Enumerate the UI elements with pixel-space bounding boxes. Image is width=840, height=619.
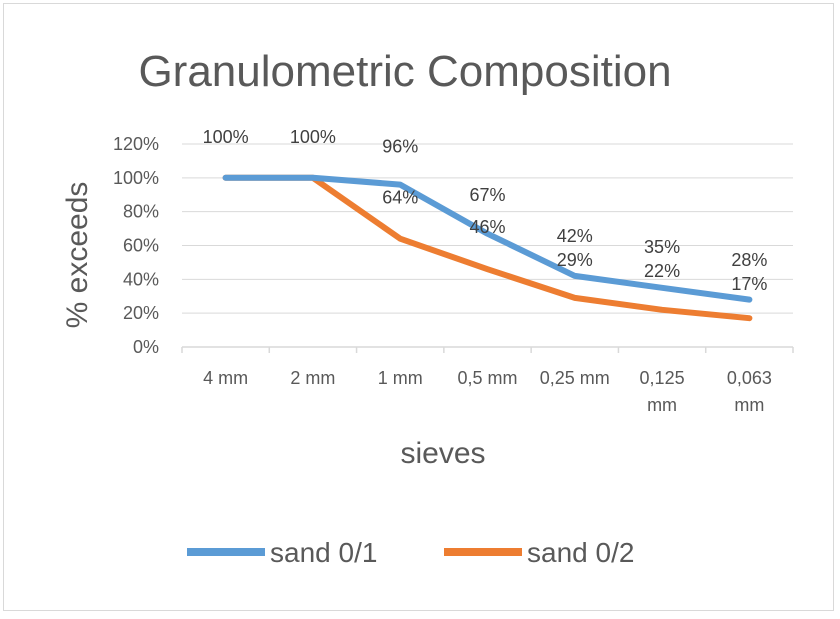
series-line-sand-0-1 bbox=[222, 174, 753, 303]
data-label: 67% bbox=[469, 185, 505, 205]
data-labels: 100% 100% 96% 64% 67% 46% 42% 29% 35% 22% 28% 17% bbox=[203, 127, 768, 294]
x-axis-ticks: 4 mm 2 mm 1 mm 0,5 mm 0,25 mm 0,125 mm 0,063 mm bbox=[203, 368, 772, 415]
y-tick-label: 100% bbox=[113, 168, 159, 188]
x-tick-label: 0,25 mm bbox=[540, 368, 610, 388]
chart-frame bbox=[3, 3, 834, 611]
y-tick-label: 120% bbox=[113, 134, 159, 154]
x-tick-label: 0,063 bbox=[727, 368, 772, 388]
x-tick-label: mm bbox=[734, 395, 764, 415]
x-tick-label: mm bbox=[647, 395, 677, 415]
x-tick-label: 0,125 bbox=[640, 368, 685, 388]
data-label: 64% bbox=[382, 188, 418, 208]
y-axis-title: % exceeds bbox=[61, 182, 94, 329]
data-label: 42% bbox=[557, 226, 593, 246]
x-axis-title: sieves bbox=[400, 437, 485, 470]
legend: sand 0/1 sand 0/2 bbox=[187, 537, 634, 568]
data-label: 96% bbox=[382, 137, 418, 157]
y-tick-label: 20% bbox=[123, 303, 159, 323]
x-tick-label: 2 mm bbox=[290, 368, 335, 388]
data-label: 100% bbox=[290, 127, 336, 147]
x-axis bbox=[181, 346, 794, 353]
data-label: 28% bbox=[731, 250, 767, 270]
y-axis-ticks: 0% 20% 40% 60% 80% 100% 120% bbox=[113, 134, 159, 357]
data-label: 35% bbox=[644, 237, 680, 257]
x-tick-label: 0,5 mm bbox=[457, 368, 517, 388]
y-tick-label: 0% bbox=[133, 337, 159, 357]
legend-label: sand 0/1 bbox=[270, 537, 377, 568]
chart-title: Granulometric Composition bbox=[138, 47, 671, 96]
data-label: 17% bbox=[731, 274, 767, 294]
x-tick-label: 1 mm bbox=[378, 368, 423, 388]
legend-label: sand 0/2 bbox=[527, 537, 634, 568]
data-label: 22% bbox=[644, 261, 680, 281]
data-label: 29% bbox=[557, 250, 593, 270]
y-tick-label: 80% bbox=[123, 202, 159, 222]
data-label: 100% bbox=[203, 127, 249, 147]
x-tick-label: 4 mm bbox=[203, 368, 248, 388]
series-lines bbox=[222, 174, 753, 322]
y-tick-label: 60% bbox=[123, 236, 159, 256]
y-tick-label: 40% bbox=[123, 269, 159, 289]
data-label: 46% bbox=[469, 217, 505, 237]
